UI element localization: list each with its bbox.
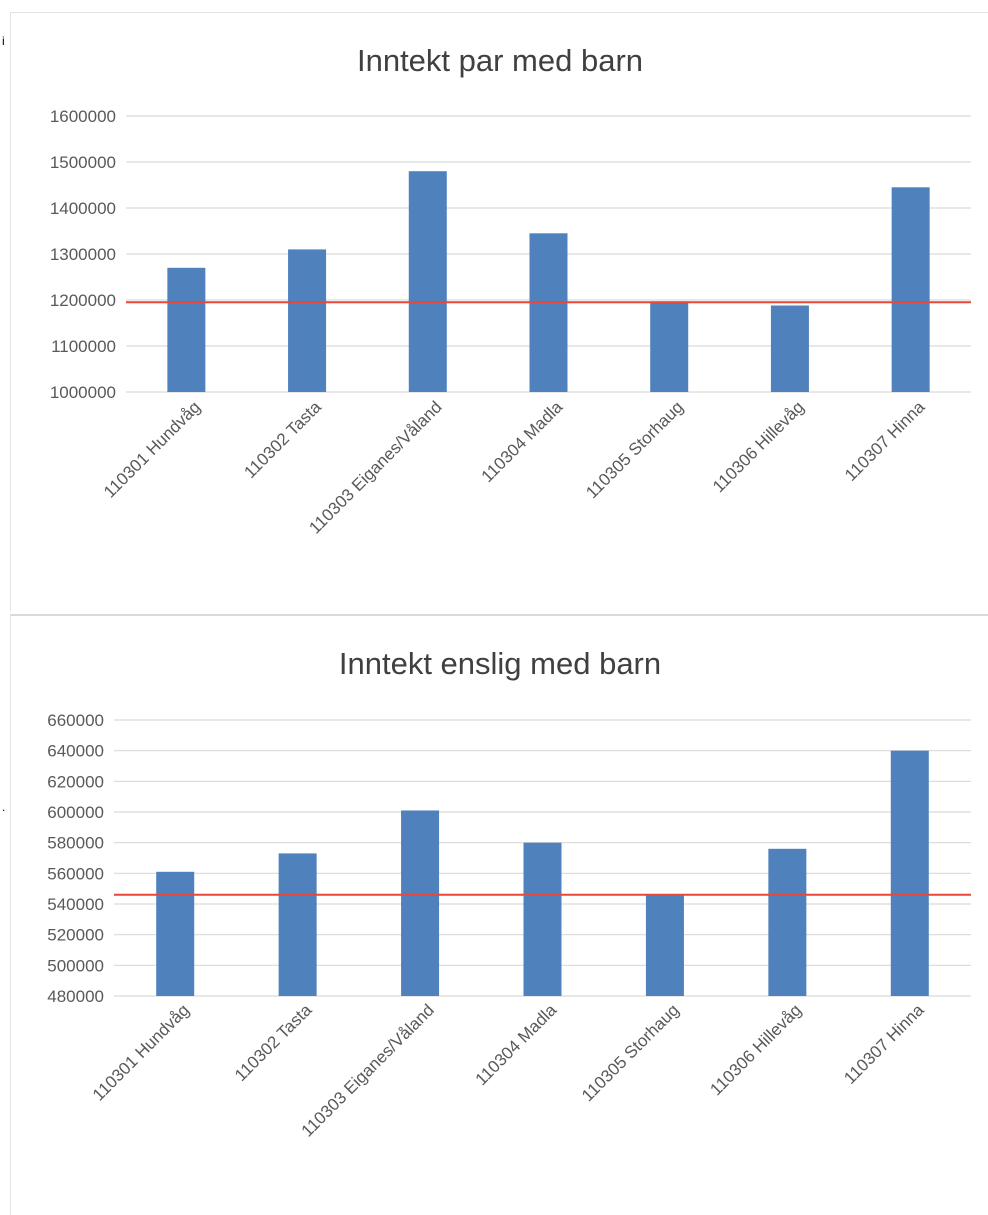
x-tick-label: 110306 Hillevåg [709,397,808,496]
y-tick-label: 660000 [47,711,104,730]
y-tick-label: 1200000 [50,291,116,310]
x-tick-label: 110305 Storhaug [578,1000,683,1105]
x-tick-label: 110306 Hillevåg [706,1000,805,1099]
bar [401,810,440,996]
bar [650,301,689,392]
stray-mark-middle: . [2,800,6,814]
y-tick-label: 1400000 [50,199,116,218]
y-tick-label: 540000 [47,895,104,914]
x-tick-label: 110304 Madla [478,397,567,486]
chart-panel-single[interactable]: Inntekt enslig med barn 480000 500000 52000… [10,614,988,1215]
x-tick-label: 110305 Storhaug [582,397,687,502]
y-tick-label: 1600000 [50,107,116,126]
chart-panel-couples[interactable]: Inntekt par med barn 1000000 1100000 120000… [10,12,988,611]
x-tick-label: 110304 Madla [472,1000,561,1089]
bar [890,750,929,996]
y-tick-label: 600000 [47,803,104,822]
x-tick-label: 110307 Hinna [840,1000,928,1088]
x-tick-label: 110303 Eiganes/Våland [298,1000,438,1140]
y-tick-label: 500000 [47,956,104,975]
y-tick-label: 620000 [47,772,104,791]
x-tick-label: 110301 Hundvåg [100,397,204,501]
y-tick-label: 1000000 [50,383,116,402]
bar [529,233,568,392]
chart-title: Inntekt enslig med barn [339,646,661,681]
y-tick-label: 520000 [47,926,104,945]
chart-title: Inntekt par med barn [357,43,643,78]
x-tick-label: 110307 Hinna [841,397,929,485]
x-tick-label: 110302 Tasta [240,397,325,482]
y-tick-label: 580000 [47,834,104,853]
x-tick-label: 110303 Eiganes/Våland [305,397,445,537]
y-tick-label: 1100000 [51,337,116,356]
y-tick-label: 560000 [47,864,104,883]
bar [288,249,327,392]
y-tick-label: 1300000 [50,245,116,264]
bar [156,871,195,996]
bar [645,894,684,996]
chart-couples-with-children: Inntekt par med barn 1000000 1100000 120000… [50,43,971,538]
y-tick-label: 640000 [47,742,104,761]
bar [523,842,562,996]
stray-mark-top: i [2,34,5,48]
y-tick-label: 480000 [47,987,104,1006]
bar [167,267,206,392]
x-tick-label: 110302 Tasta [231,1000,316,1085]
bar [891,187,930,392]
bar [770,305,809,392]
bar [278,853,317,996]
x-tick-label: 110301 Hundvåg [89,1000,193,1104]
bar [408,171,447,392]
chart-single-with-children: Inntekt enslig med barn 480000 500000 52000… [47,646,971,1141]
y-tick-label: 1500000 [50,153,116,172]
bar [768,848,807,996]
